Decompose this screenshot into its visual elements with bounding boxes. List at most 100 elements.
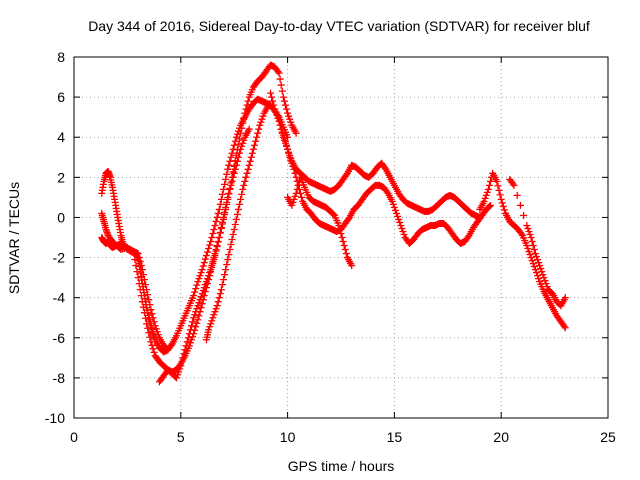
data-point-arc-f xyxy=(288,201,296,209)
data-point-arc-d-interp xyxy=(216,290,224,298)
data-point-arc-j-interp xyxy=(144,291,152,299)
data-point-arc-c xyxy=(237,145,245,153)
x-tick-label: 25 xyxy=(600,429,616,445)
data-point-arc-h-interp xyxy=(528,257,536,265)
data-point-arc-d xyxy=(230,225,238,233)
y-tick-label: 2 xyxy=(57,169,65,185)
data-point-arc-b-interp xyxy=(142,314,150,322)
data-point-arc-d-interp xyxy=(229,230,237,238)
data-point-arc-c-interp xyxy=(216,228,224,236)
data-point-arc-b-interp xyxy=(287,118,295,126)
data-point-arc-b xyxy=(292,129,300,137)
data-point-arc-j xyxy=(151,322,159,330)
data-point-arc-c xyxy=(224,193,232,201)
data-point-arc-j xyxy=(134,250,142,258)
data-point-arc-i xyxy=(540,274,548,282)
data-point-arc-h-interp xyxy=(498,199,506,207)
data-point-arc-b-interp xyxy=(286,115,294,123)
y-tick-label: -2 xyxy=(53,250,66,266)
data-point-arc-d-interp xyxy=(210,311,218,319)
data-point-arc-a-interp xyxy=(217,195,225,203)
data-point-arc-d-interp xyxy=(254,129,262,137)
y-tick-label: 6 xyxy=(57,89,65,105)
data-point-arc-a-interp xyxy=(200,259,208,267)
data-point-arc-i-interp xyxy=(525,227,533,235)
data-point-arc-c-interp xyxy=(180,350,188,358)
data-point-arc-b xyxy=(134,274,142,282)
data-point-arc-c-interp xyxy=(238,142,246,150)
data-point-arc-d-interp xyxy=(227,241,235,249)
data-point-arc-a-interp xyxy=(196,272,204,280)
data-point-arc-c-interp xyxy=(222,203,230,211)
data-point-arc-g-interp xyxy=(398,224,406,232)
data-point-arc-d-interp xyxy=(248,149,256,157)
data-point-arc-f-interp xyxy=(330,210,338,218)
data-point-arc-c-interp xyxy=(205,272,213,280)
data-point-arc-a-interp xyxy=(212,217,220,225)
data-point-arc-b-interp xyxy=(276,75,284,83)
data-point-arc-b-interp xyxy=(149,345,157,353)
data-point-arc-i xyxy=(531,250,539,258)
data-point-arc-c xyxy=(173,374,181,382)
data-point-arc-h xyxy=(561,324,569,332)
data-point-arc-a xyxy=(232,133,240,141)
data-point-arc-a-interp xyxy=(206,241,214,249)
data-point-arc-b-interp xyxy=(148,341,156,349)
data-point-arc-a-interp xyxy=(208,234,216,241)
data-point-arc-a-interp xyxy=(191,288,199,296)
data-point-arc-a-interp xyxy=(213,213,221,221)
data-point-arc-c-interp xyxy=(206,269,214,277)
data-point-arc-d-interp xyxy=(231,220,239,228)
data-point-arc-d-interp xyxy=(236,200,244,208)
data-point-arc-c-interp xyxy=(182,342,190,350)
y-tick-label: -4 xyxy=(53,290,66,306)
data-point-arc-d-interp xyxy=(220,276,228,284)
data-point-arc-c-interp xyxy=(214,238,222,246)
data-point-arc-a-interp xyxy=(223,170,231,178)
data-point-arc-c-interp xyxy=(178,358,186,366)
data-point-arc-d-interp xyxy=(240,181,248,189)
data-point-arc-d-interp xyxy=(225,251,233,259)
data-point-arc-c-interp xyxy=(212,246,220,254)
data-point-arc-a-interp xyxy=(204,248,211,256)
data-point-arc-d-interp xyxy=(218,281,226,289)
data-point-arc-c-interp xyxy=(191,311,199,319)
data-point-arc-d xyxy=(222,266,230,274)
data-point-arc-a-interp xyxy=(218,190,226,198)
data-point-arc-b-interp xyxy=(274,68,282,76)
y-tick-label: -10 xyxy=(45,410,65,426)
data-point-arc-h xyxy=(480,197,488,205)
data-point-arc-j-interp xyxy=(146,301,154,309)
data-point-arc-d-interp xyxy=(250,141,258,149)
data-point-arc-d xyxy=(234,205,242,213)
data-point-arc-g-interp xyxy=(395,215,403,223)
data-point-arc-c-interp xyxy=(208,262,216,270)
data-point-arc-h-interp xyxy=(525,248,533,256)
data-point-arc-g-interp xyxy=(394,212,402,220)
data-point-arc-c xyxy=(220,213,228,221)
data-point-arc-a-interp xyxy=(214,209,222,217)
data-point-arc-c-interp xyxy=(226,185,234,193)
data-point-arc-d-interp xyxy=(221,271,229,279)
data-point-arc-b-interp xyxy=(238,124,246,132)
data-point-arc-a-interp xyxy=(209,229,217,237)
data-point-arc-h xyxy=(527,254,535,262)
data-point-arc-e-interp xyxy=(269,97,277,105)
data-point-arc-j xyxy=(164,346,172,354)
data-point-arc-b-interp xyxy=(277,81,285,89)
data-point-arc-c xyxy=(211,250,219,258)
data-point-arc-i-interp xyxy=(535,259,543,267)
data-point-arc-h-interp xyxy=(495,186,503,194)
data-point-arc-c-interp xyxy=(184,334,192,342)
data-point-arc-d-interp xyxy=(244,165,252,173)
data-point-arc-c-interp xyxy=(217,223,225,231)
data-point-arc-b-interp xyxy=(146,333,154,341)
data-point-arc-d-interp xyxy=(215,294,223,302)
data-point-arc-g-interp xyxy=(287,156,295,164)
data-point-arc-c xyxy=(215,234,223,241)
data-point-arc-d-interp xyxy=(258,115,266,123)
data-point-arc-a-interp xyxy=(192,285,200,293)
data-point-arc-e-interp xyxy=(381,164,389,172)
data-point-arc-c-interp xyxy=(236,149,244,157)
